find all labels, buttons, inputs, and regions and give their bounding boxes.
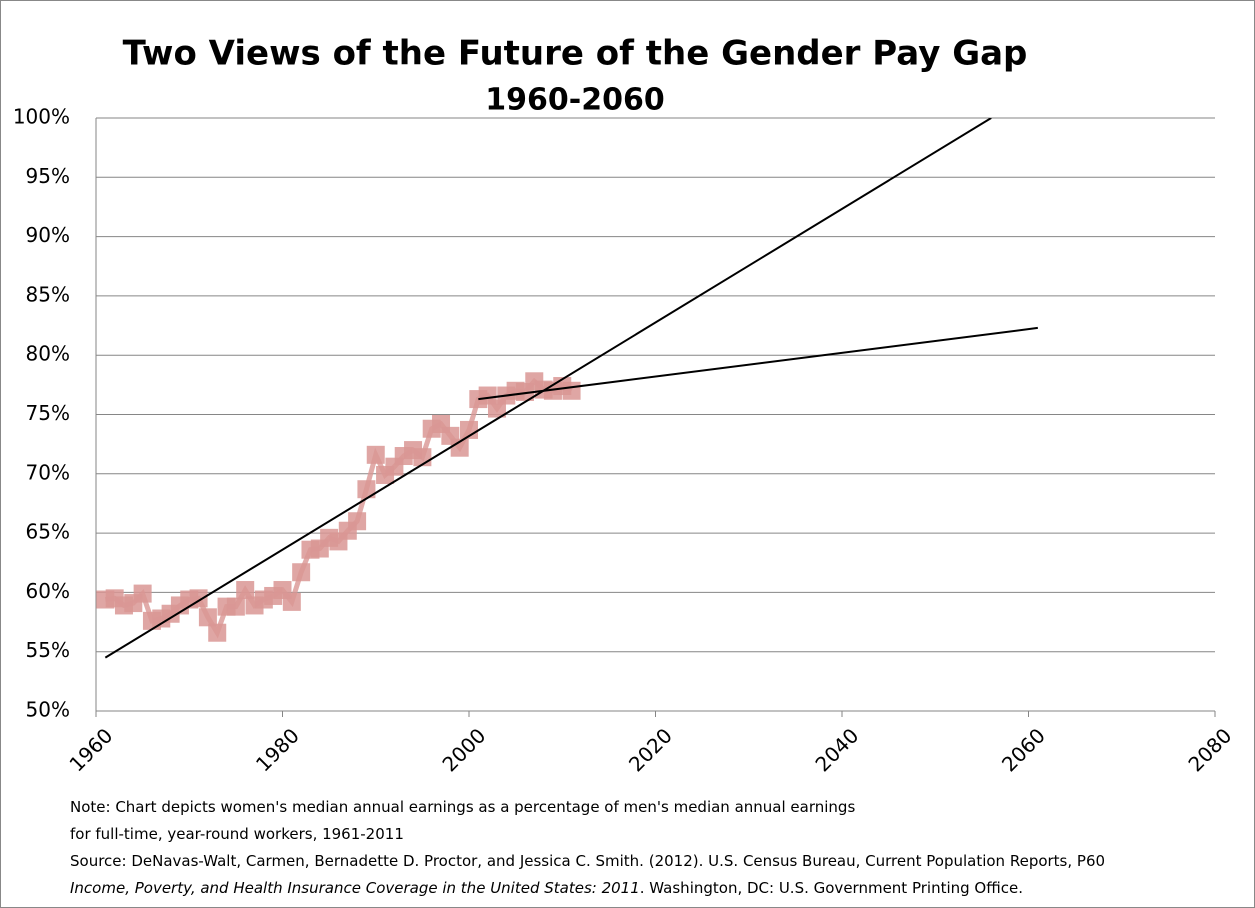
y-tick-label: 55%: [26, 638, 70, 662]
chart-subtitle: 1960-2060: [485, 83, 664, 118]
marker: [133, 584, 152, 603]
note: Note: Chart depicts women's median annua…: [70, 798, 855, 816]
marker: [348, 512, 367, 531]
marker: [292, 563, 311, 582]
marker: [366, 445, 385, 464]
marker: [208, 623, 227, 642]
y-tick-label: 60%: [26, 579, 70, 603]
y-tick-label: 50%: [26, 698, 70, 722]
source-title: Income, Poverty, and Health Insurance Co…: [70, 879, 640, 897]
marker: [357, 480, 376, 499]
y-tick-label: 85%: [26, 282, 70, 306]
y-tick-label: 90%: [26, 223, 70, 247]
y-tick-label: 75%: [26, 401, 70, 425]
marker: [236, 581, 255, 600]
y-tick-label: 100%: [13, 105, 70, 129]
source: . Washington, DC: U.S. Government Printi…: [640, 879, 1023, 897]
marker: [562, 381, 581, 400]
y-tick-label: 65%: [26, 520, 70, 544]
chart-title: Two Views of the Future of the Gender Pa…: [123, 34, 1028, 74]
y-tick-label: 80%: [26, 342, 70, 366]
plot: [96, 118, 1038, 659]
marker: [450, 438, 469, 457]
y-tick-label: 95%: [26, 164, 70, 188]
y-tick-label: 70%: [26, 460, 70, 484]
trend-line: [478, 326, 1038, 401]
trend-line: [104, 118, 992, 659]
marker: [282, 592, 301, 611]
source: Source: DeNavas-Walt, Carmen, Bernadette…: [70, 852, 1105, 870]
source: Income, Poverty, and Health Insurance Co…: [70, 879, 1023, 897]
marker: [226, 597, 245, 616]
note: for full-time, year-round workers, 1961-…: [70, 825, 404, 843]
marker: [198, 608, 217, 627]
